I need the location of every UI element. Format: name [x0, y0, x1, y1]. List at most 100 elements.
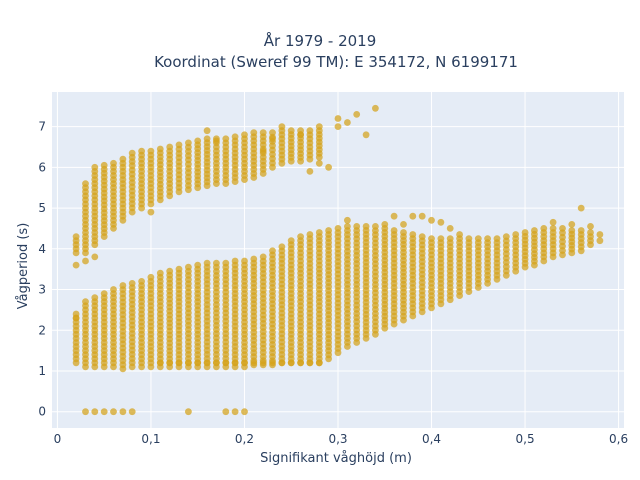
data-point-lower-band — [372, 223, 379, 230]
data-point-lower-band — [297, 233, 304, 241]
x-tick-label: 0,5 — [516, 432, 535, 446]
data-point-lower-band — [596, 237, 604, 245]
data-point-outlier — [381, 221, 389, 228]
data-point-lower-band — [269, 247, 276, 255]
y-tick-label: 6 — [38, 160, 46, 174]
data-point-outlier — [334, 123, 342, 130]
data-point-lower-band — [428, 235, 435, 243]
data-point-upper-band — [72, 233, 80, 241]
data-point-upper-band — [128, 149, 136, 157]
data-point-lower-band — [250, 255, 258, 263]
data-point-lower-band — [418, 233, 426, 241]
y-tick-label: 3 — [38, 283, 46, 297]
data-point-zero — [185, 408, 192, 416]
data-point-lower-band — [166, 267, 174, 275]
x-tick-label: 0,2 — [235, 432, 254, 446]
data-point-zero — [119, 408, 127, 416]
data-point-outlier — [334, 115, 342, 122]
data-point-lower-band — [353, 223, 361, 230]
data-point-lower-band — [531, 227, 538, 234]
data-point-floor-row — [287, 359, 295, 367]
data-point-zero — [222, 408, 230, 416]
data-point-lower-band — [549, 225, 557, 232]
data-point-upper-band — [259, 129, 267, 137]
data-point-lower-band — [175, 265, 183, 273]
chart-title: År 1979 - 2019 — [264, 31, 377, 50]
y-tick-label: 1 — [38, 364, 46, 378]
data-point-floor-row — [222, 359, 230, 367]
data-point-upper-band — [203, 135, 211, 143]
data-point-floor-row — [156, 359, 164, 367]
data-point-outlier — [577, 204, 585, 212]
tick-labels: 0 0,1 0,2 0,3 0,4 0,5 0,6 0 1 2 3 4 5 6 7 — [38, 120, 628, 446]
data-point-upper-band — [138, 147, 146, 155]
data-point-outlier — [344, 216, 351, 224]
data-point-zero — [241, 408, 248, 416]
data-point-outlier — [372, 104, 379, 112]
data-point-zero — [110, 408, 117, 416]
data-point-lower-band — [315, 229, 323, 236]
x-tick-label: 0,1 — [141, 432, 160, 446]
data-point-zero — [231, 408, 239, 416]
data-point-lower-band — [231, 257, 239, 265]
data-point-outlier — [297, 131, 304, 139]
data-point-upper-band — [287, 127, 295, 135]
x-tick-label: 0 — [54, 432, 62, 446]
data-point-lower-band — [512, 231, 520, 238]
chart-subtitle: Koordinat (Sweref 99 TM): E 354172, N 61… — [154, 53, 518, 71]
data-point-floor-row — [166, 359, 174, 367]
data-point-upper-band — [110, 159, 117, 167]
data-point-lower-band — [91, 294, 99, 302]
data-point-floor-row — [175, 359, 183, 367]
data-point-upper-band — [306, 127, 314, 135]
data-point-outlier — [306, 168, 314, 175]
data-point-lower-band — [147, 273, 155, 281]
data-point-lower-band — [596, 231, 604, 238]
data-point-outlier — [213, 137, 220, 145]
data-point-lower-band — [213, 259, 220, 267]
data-point-outlier — [72, 314, 80, 322]
data-point-outlier — [325, 163, 332, 171]
y-tick-label: 2 — [38, 323, 46, 337]
data-point-outlier — [315, 123, 323, 130]
data-point-floor-row — [315, 359, 323, 367]
data-point-outlier — [353, 111, 361, 118]
data-point-upper-band — [250, 129, 258, 137]
data-point-upper-band — [91, 163, 99, 171]
data-point-lower-band — [465, 235, 473, 243]
data-point-lower-band — [138, 278, 146, 285]
data-point-lower-band — [306, 231, 314, 238]
y-axis-title: Vågperiod (s) — [16, 223, 31, 310]
data-point-floor-row — [259, 359, 267, 367]
data-point-lower-band — [287, 237, 295, 245]
data-point-outlier — [587, 223, 594, 230]
data-point-floor-row — [194, 359, 202, 367]
data-point-outlier — [456, 231, 463, 238]
data-point-lower-band — [437, 235, 445, 243]
data-point-lower-band — [334, 225, 342, 232]
data-point-outlier — [315, 159, 323, 167]
data-point-floor-row — [297, 359, 304, 367]
data-point-lower-band — [502, 233, 510, 241]
data-point-outlier — [269, 135, 276, 143]
data-point-lower-band — [222, 259, 230, 267]
data-point-lower-band — [203, 259, 211, 267]
data-point-outlier — [446, 225, 454, 232]
data-point-outlier — [259, 147, 267, 155]
data-point-zero — [91, 408, 99, 416]
data-point-lower-band — [409, 231, 417, 238]
data-point-lower-band — [119, 282, 127, 289]
data-point-lower-band — [568, 227, 576, 234]
data-point-lower-band — [484, 235, 491, 243]
data-point-floor-row — [306, 359, 314, 367]
x-axis-title: Signifikant våghöjd (m) — [260, 451, 412, 466]
data-point-lower-band — [325, 227, 332, 234]
data-point-lower-band — [156, 269, 164, 277]
data-point-lower-band — [400, 229, 407, 236]
data-point-outlier — [72, 261, 80, 269]
data-point-outlier — [203, 127, 211, 135]
data-point-outlier — [418, 212, 426, 220]
data-point-lower-band — [446, 235, 454, 243]
x-tick-label: 0,3 — [328, 432, 347, 446]
